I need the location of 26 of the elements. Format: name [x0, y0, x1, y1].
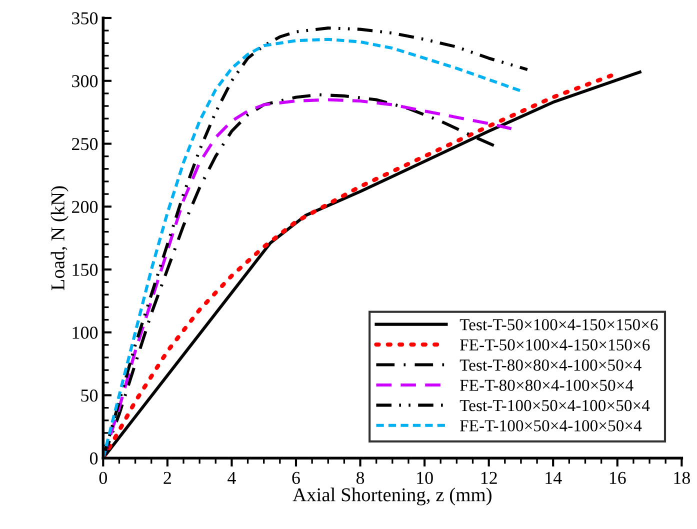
x-tick-label: 4 [228, 472, 236, 484]
y-tick-label: 250 [72, 138, 98, 150]
x-tick-label: 10 [417, 472, 433, 484]
x-tick-label: 12 [481, 472, 497, 484]
legend-label: FE-T-50×100×4-150×150×6 [460, 339, 650, 351]
x-tick-label: 8 [356, 472, 364, 484]
legend-label: Test-T-50×100×4-150×150×6 [460, 319, 658, 330]
legend-label: FE-T-100×50×4-100×50×4 [460, 420, 642, 432]
y-tick-label: 50 [81, 389, 98, 402]
x-tick-label: 14 [546, 472, 562, 484]
y-tick-label: 0 [90, 452, 98, 465]
x-axis-title: Axial Shortening, z (mm) [292, 488, 492, 506]
y-tick-label: 100 [72, 326, 98, 339]
legend-label: Test-T-80×80×4-100×50×4 [460, 360, 642, 371]
x-tick-label: 2 [164, 472, 171, 484]
y-tick-label: 200 [72, 200, 98, 214]
x-tick-label: 0 [99, 472, 107, 484]
x-tick-label: 16 [610, 472, 626, 484]
y-tick-label: 350 [72, 12, 98, 24]
y-tick-label: 300 [72, 75, 98, 88]
y-tick-label: 150 [72, 264, 98, 276]
y-axis-title: Load, N (kN) [50, 186, 68, 290]
x-tick-label: 6 [292, 472, 300, 484]
legend-label: FE-T-80×80×4-100×50×4 [460, 380, 634, 391]
legend-label: Test-T-100×50×4-100×50×4 [460, 400, 650, 412]
x-tick-label: 18 [674, 472, 690, 484]
